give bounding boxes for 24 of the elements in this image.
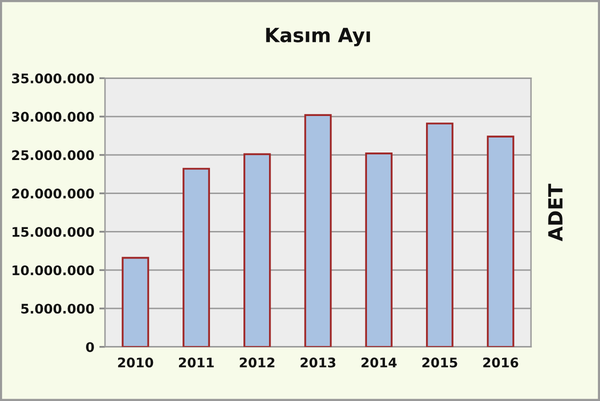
bar [182, 168, 210, 347]
y-tick-label: 10.000.000 [12, 265, 94, 276]
bar [365, 152, 393, 347]
y-axis-title: ADET [548, 184, 562, 242]
chart-title: Kasım Ayı [266, 28, 370, 46]
bar [243, 153, 271, 347]
y-tick-label: 15.000.000 [12, 226, 94, 237]
y-tick-label: 20.000.000 [12, 188, 94, 199]
x-tick-label: 2010 [118, 358, 154, 368]
x-tick-label: 2013 [300, 358, 336, 368]
y-tick-label: 30.000.000 [12, 112, 94, 122]
x-tick-label: 2012 [240, 358, 274, 368]
bar [426, 122, 454, 347]
x-tick-label: 2016 [483, 358, 518, 368]
x-tick-label: 2011 [178, 358, 214, 368]
y-tick-label: 5.000.000 [21, 304, 94, 314]
bar [486, 136, 514, 347]
y-tick-label: 35.000.000 [12, 73, 94, 84]
y-tick-label: 0 [86, 342, 94, 352]
y-tick-label: 25.000.000 [12, 150, 94, 160]
bar [122, 256, 150, 347]
x-tick-label: 2014 [362, 358, 397, 368]
bar [304, 114, 332, 347]
x-tick-label: 2015 [422, 358, 458, 368]
